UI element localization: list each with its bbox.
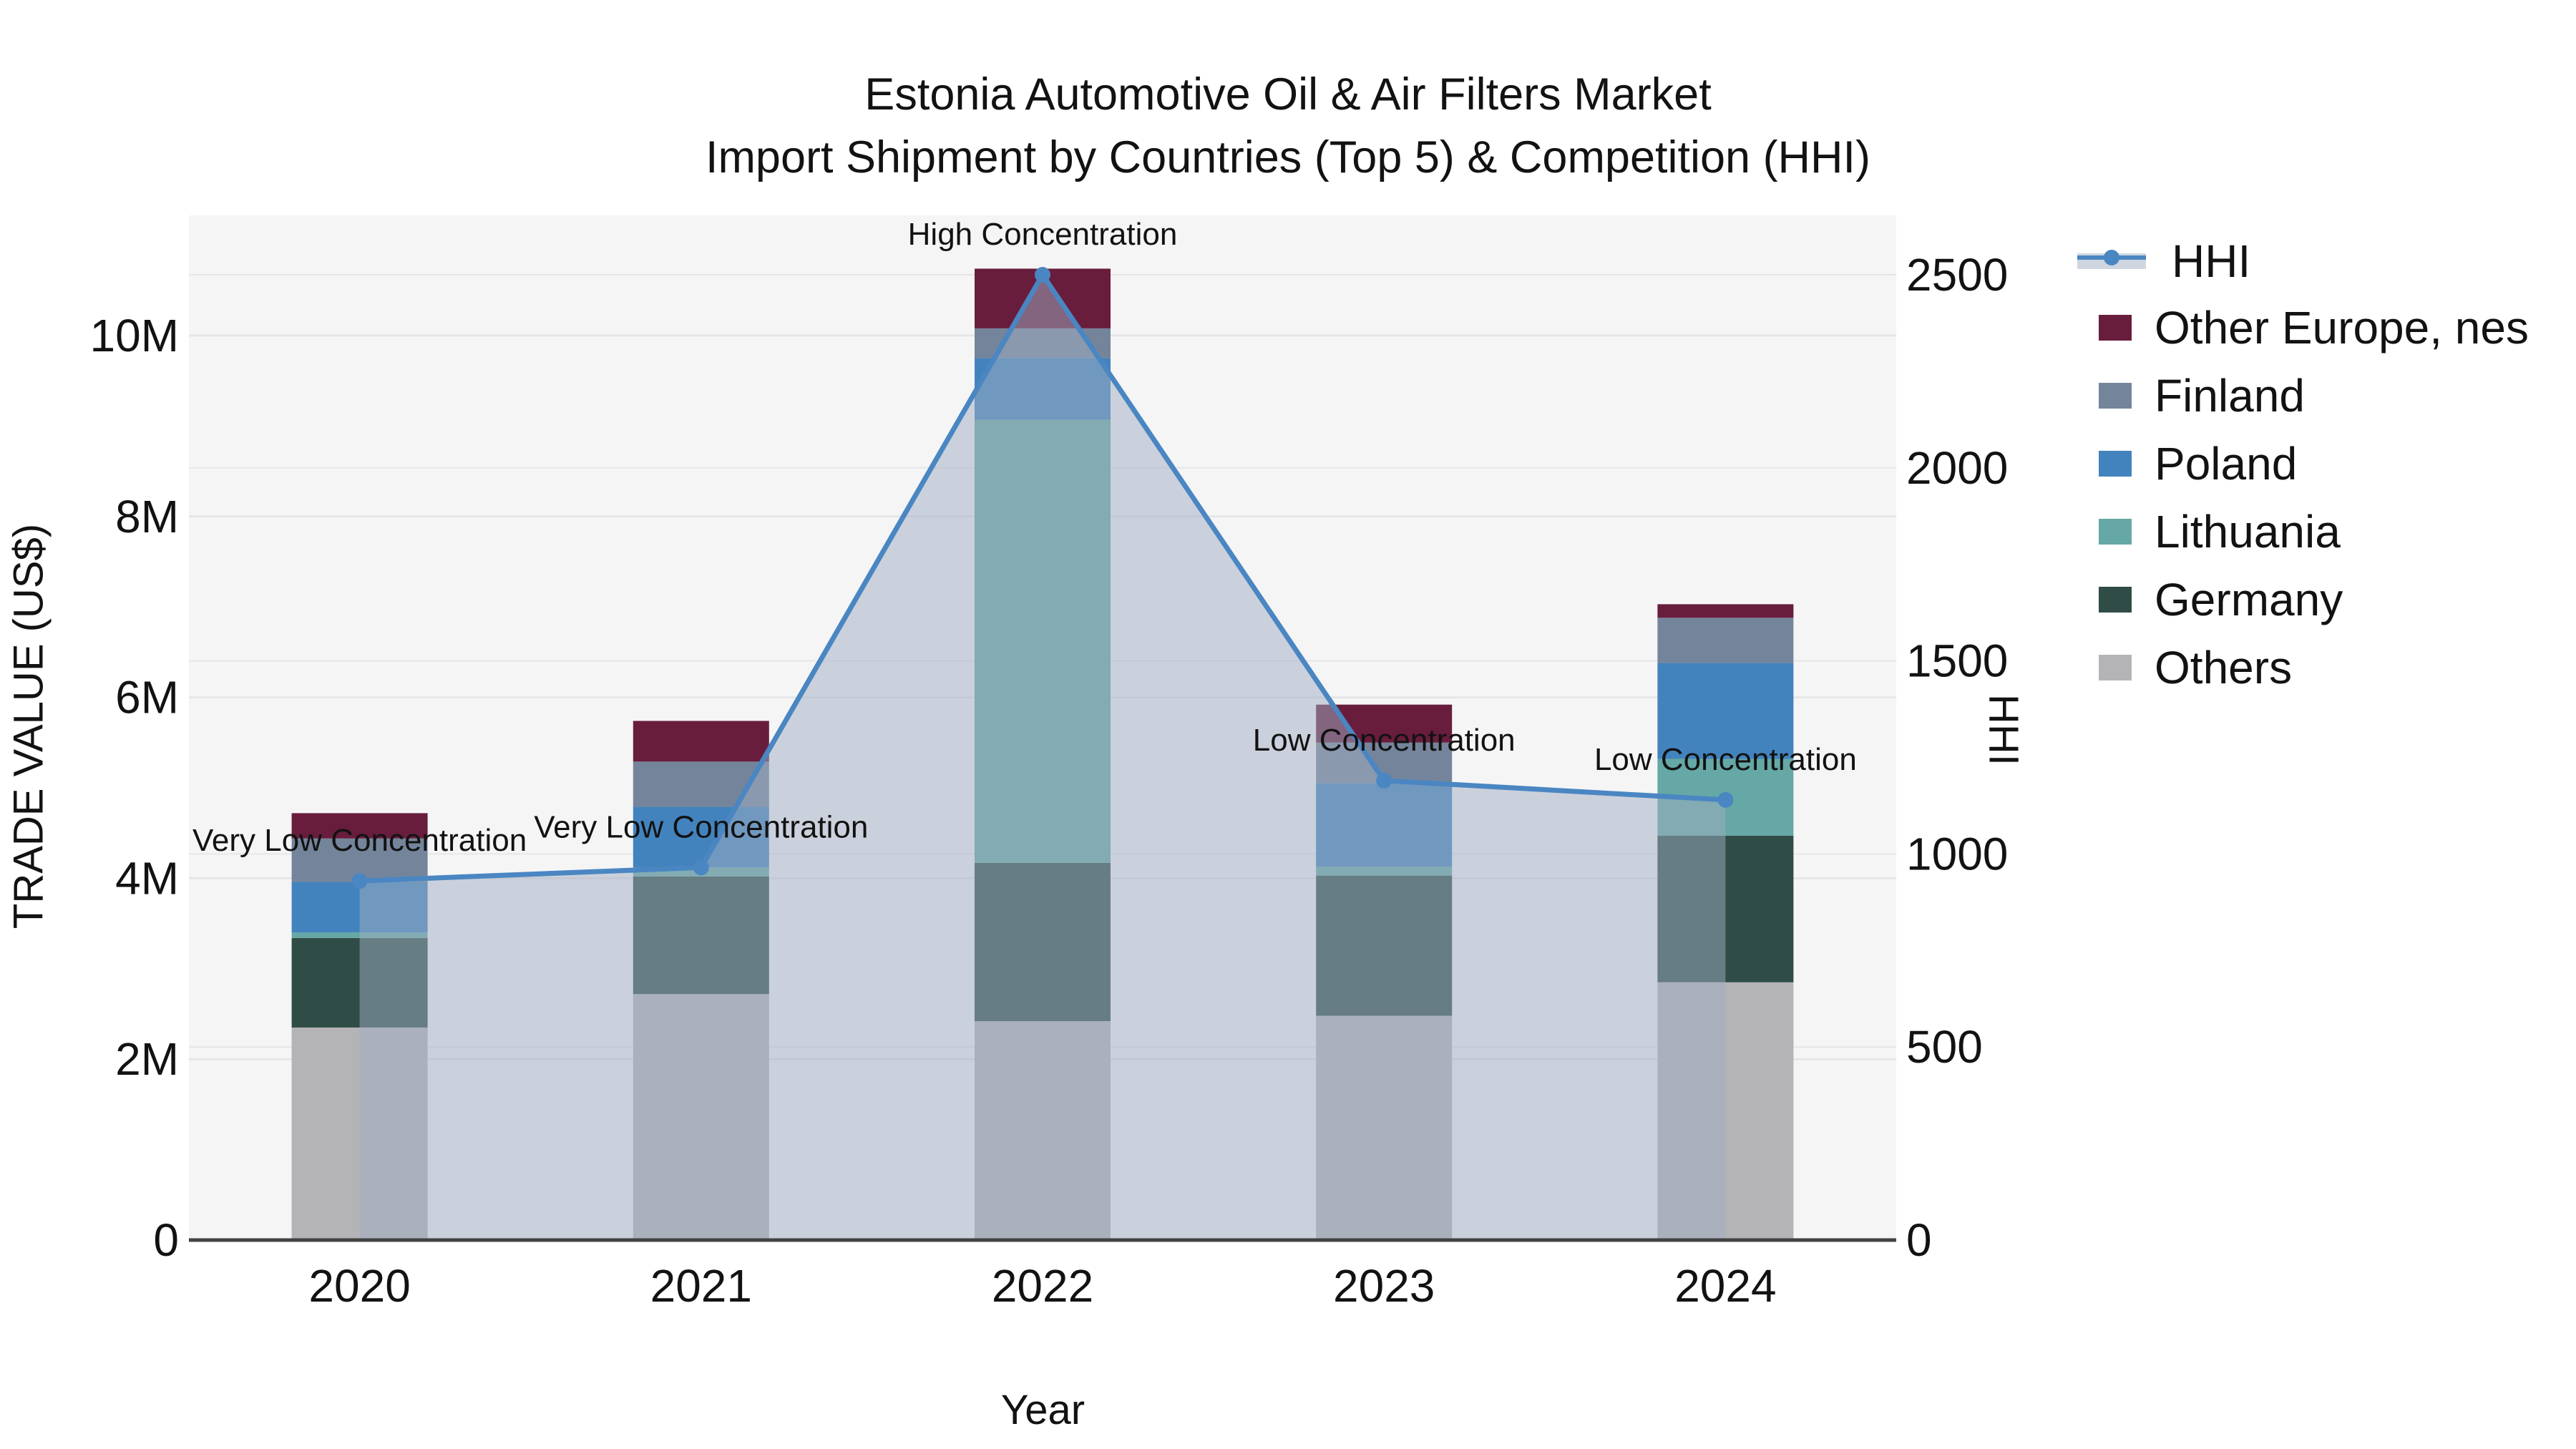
annotation-2023: Low Concentration bbox=[1253, 723, 1516, 758]
chart-title-line2: Import Shipment by Countries (Top 5) & C… bbox=[705, 132, 1871, 182]
y-left-tick-4M: 4M bbox=[115, 852, 179, 904]
legend-label: Others bbox=[2155, 642, 2293, 693]
legend-item-lithuania[interactable]: Lithuania bbox=[2077, 506, 2341, 557]
legend-swatch-finland bbox=[2099, 383, 2132, 409]
annotation-2020: Very Low Concentration bbox=[192, 823, 527, 858]
x-tick-2021: 2021 bbox=[650, 1260, 752, 1312]
legend-item-finland[interactable]: Finland bbox=[2077, 370, 2305, 421]
bar-segment-2024-other-europe-nes[interactable] bbox=[1657, 604, 1794, 618]
hhi-marker-2023[interactable] bbox=[1376, 772, 1392, 789]
y-right-axis-title: HHI bbox=[1980, 694, 2027, 766]
y-left-tick-2M: 2M bbox=[115, 1033, 179, 1085]
legend-item-hhi[interactable]: HHI bbox=[2077, 235, 2250, 287]
chart-title-line1: Estonia Automotive Oil & Air Filters Mar… bbox=[864, 69, 1712, 119]
y-right-tick-2500: 2500 bbox=[1906, 249, 2008, 301]
y-left-axis-title: TRADE VALUE (US$) bbox=[5, 523, 52, 930]
hhi-area-fill bbox=[359, 275, 1726, 1240]
legend-label: Germany bbox=[2155, 574, 2343, 625]
x-tick-2020: 2020 bbox=[308, 1260, 410, 1312]
hhi-line-legend-sample bbox=[2077, 250, 2146, 269]
hhi-marker-2022[interactable] bbox=[1035, 267, 1050, 283]
legend-swatch-lithuania bbox=[2099, 519, 2132, 545]
legend-label: Lithuania bbox=[2155, 506, 2341, 557]
legend-item-poland[interactable]: Poland bbox=[2077, 438, 2297, 489]
hhi-marker-2020[interactable] bbox=[351, 873, 368, 889]
annotation-2022: High Concentration bbox=[908, 217, 1178, 252]
y-left-tick-0: 0 bbox=[153, 1214, 179, 1266]
y-right-tick-1500: 1500 bbox=[1906, 635, 2008, 687]
hhi-marker-2021[interactable] bbox=[693, 859, 709, 876]
hhi-marker-2024[interactable] bbox=[1717, 791, 1734, 808]
annotation-2021: Very Low Concentration bbox=[534, 809, 868, 844]
legend-label: Other Europe, nes bbox=[2155, 302, 2529, 353]
chart-title: Estonia Automotive Oil & Air Filters Mar… bbox=[0, 63, 2576, 189]
y-left-tick-8M: 8M bbox=[115, 491, 179, 542]
legend-item-others[interactable]: Others bbox=[2077, 642, 2292, 693]
annotation-2024: Low Concentration bbox=[1594, 742, 1857, 777]
y-right-tick-2000: 2000 bbox=[1906, 442, 2008, 494]
legend-label: HHI bbox=[2172, 235, 2251, 287]
y-right-tick-0: 0 bbox=[1906, 1214, 1932, 1266]
legend-item-other-europe-nes[interactable]: Other Europe, nes bbox=[2077, 302, 2529, 353]
legend-label: Poland bbox=[2155, 438, 2298, 489]
y-right-tick-1000: 1000 bbox=[1906, 828, 2008, 879]
legend-item-germany[interactable]: Germany bbox=[2077, 574, 2343, 625]
y-right-tick-500: 500 bbox=[1906, 1021, 1983, 1073]
bar-segment-2020-lithuania[interactable] bbox=[291, 932, 428, 938]
bar-segment-2020-other-europe-nes[interactable] bbox=[291, 813, 428, 839]
x-axis-title: Year bbox=[1000, 1387, 1085, 1433]
x-tick-2022: 2022 bbox=[992, 1260, 1093, 1312]
legend-swatch-others bbox=[2099, 655, 2132, 680]
x-tick-2024: 2024 bbox=[1674, 1260, 1776, 1312]
legend-swatch-poland bbox=[2099, 451, 2132, 477]
legend-swatch-other-europe-nes bbox=[2099, 315, 2132, 341]
bar-segment-2024-finland[interactable] bbox=[1657, 618, 1794, 663]
legend-label: Finland bbox=[2155, 370, 2305, 421]
bar-segment-2021-other-europe-nes[interactable] bbox=[633, 721, 769, 762]
y-left-tick-10M: 10M bbox=[90, 310, 180, 361]
y-left-tick-6M: 6M bbox=[115, 672, 179, 723]
x-tick-2023: 2023 bbox=[1333, 1260, 1435, 1312]
legend-swatch-germany bbox=[2099, 587, 2132, 613]
bar-segment-2024-poland[interactable] bbox=[1657, 663, 1794, 759]
